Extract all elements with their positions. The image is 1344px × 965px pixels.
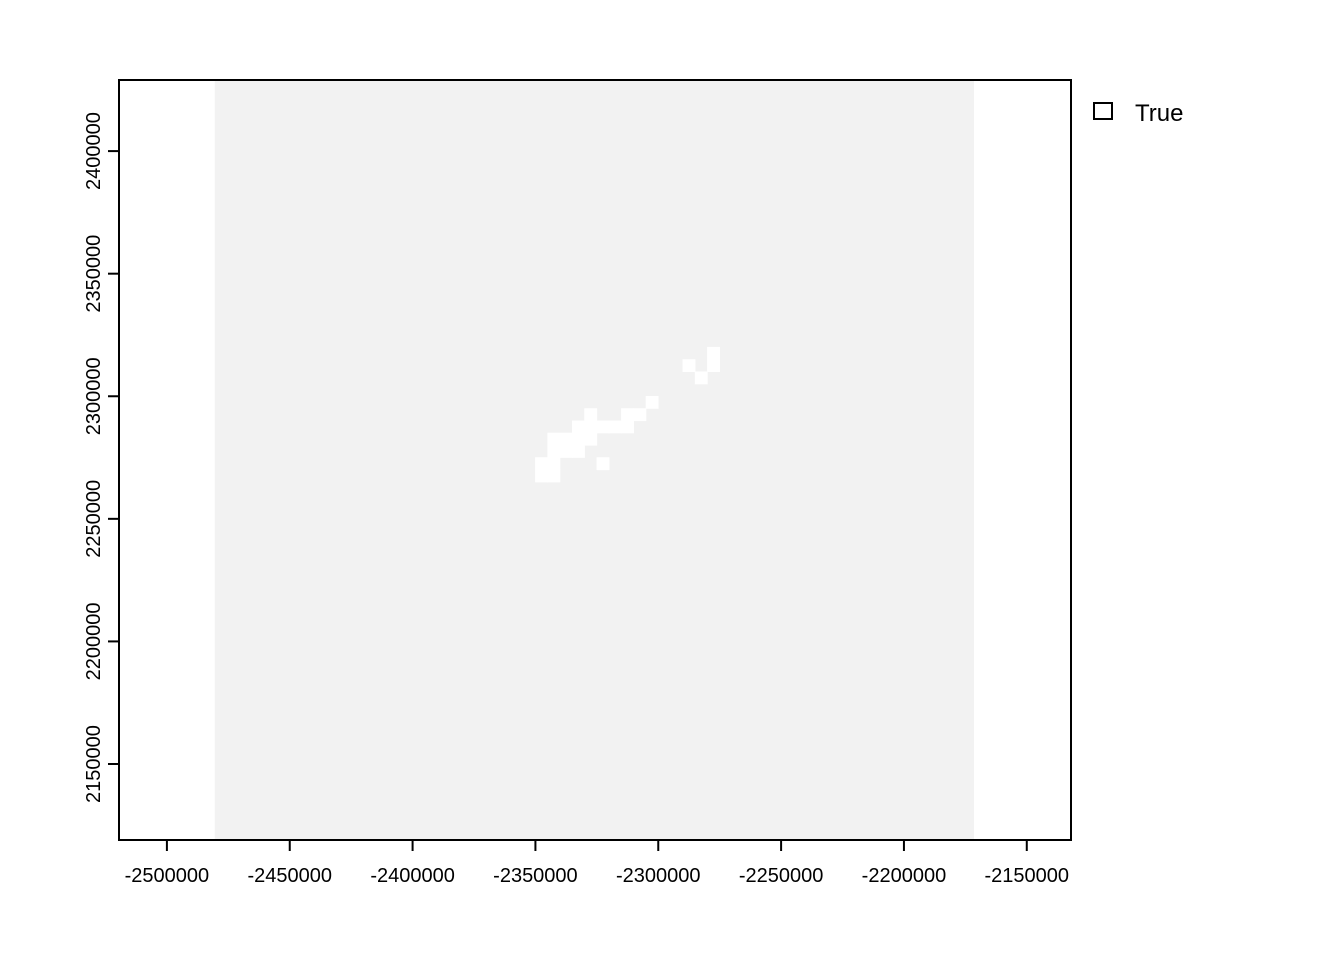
x-axis: -2500000 -2450000 -2400000 -2350000 -2300000… [125,840,1069,887]
gap-cell [571,432,585,446]
gap-cell [535,457,549,471]
y-tick-label: 2200000 [83,602,105,680]
gap-cell [707,359,720,373]
gap-cell [547,457,561,471]
y-tick-label: 2400000 [83,112,105,190]
gap-cell [584,420,598,434]
gap-cell [584,408,598,422]
gap-cell [608,420,622,434]
x-tick-label: -2400000 [370,865,455,887]
gap-cell [535,469,549,483]
gap-cell [559,432,573,446]
legend-swatch [1093,102,1113,120]
gap-cell [571,444,585,458]
plot-frame [118,79,1072,841]
raster-fill [214,80,974,840]
raster-layer [214,80,974,840]
x-tick-label: -2450000 [247,865,332,887]
gap-cells-layer [535,346,720,483]
gap-cell [707,346,720,360]
y-tick-label: 2150000 [83,725,105,803]
gap-cell [596,457,610,471]
y-tick-label: 2300000 [83,357,105,435]
x-tick-label: -2350000 [493,865,578,887]
x-tick-label: -2200000 [862,865,947,887]
x-tick-label: -2250000 [739,865,824,887]
gap-cell [645,395,659,409]
gap-cell [559,444,573,458]
gap-cell [584,432,598,446]
x-tick-label: -2300000 [616,865,701,887]
gap-cell [694,371,708,385]
y-axis: 2150000 2200000 2250000 2300000 2350000 24000… [83,112,119,803]
x-tick-label: -2150000 [985,865,1070,887]
gap-cell [547,444,561,458]
gap-cell [682,359,696,373]
gap-cell [621,408,634,422]
legend: True [1093,100,1183,127]
gap-cell [633,408,647,422]
y-tick-label: 2250000 [83,480,105,558]
gap-cell [547,469,561,483]
legend-label-true: True [1135,100,1183,127]
gap-cell [596,420,610,434]
gap-cell [571,420,585,434]
y-tick-label: 2350000 [83,235,105,313]
x-tick-label: -2500000 [125,865,210,887]
gap-cell [621,420,634,434]
gap-cell [547,432,561,446]
